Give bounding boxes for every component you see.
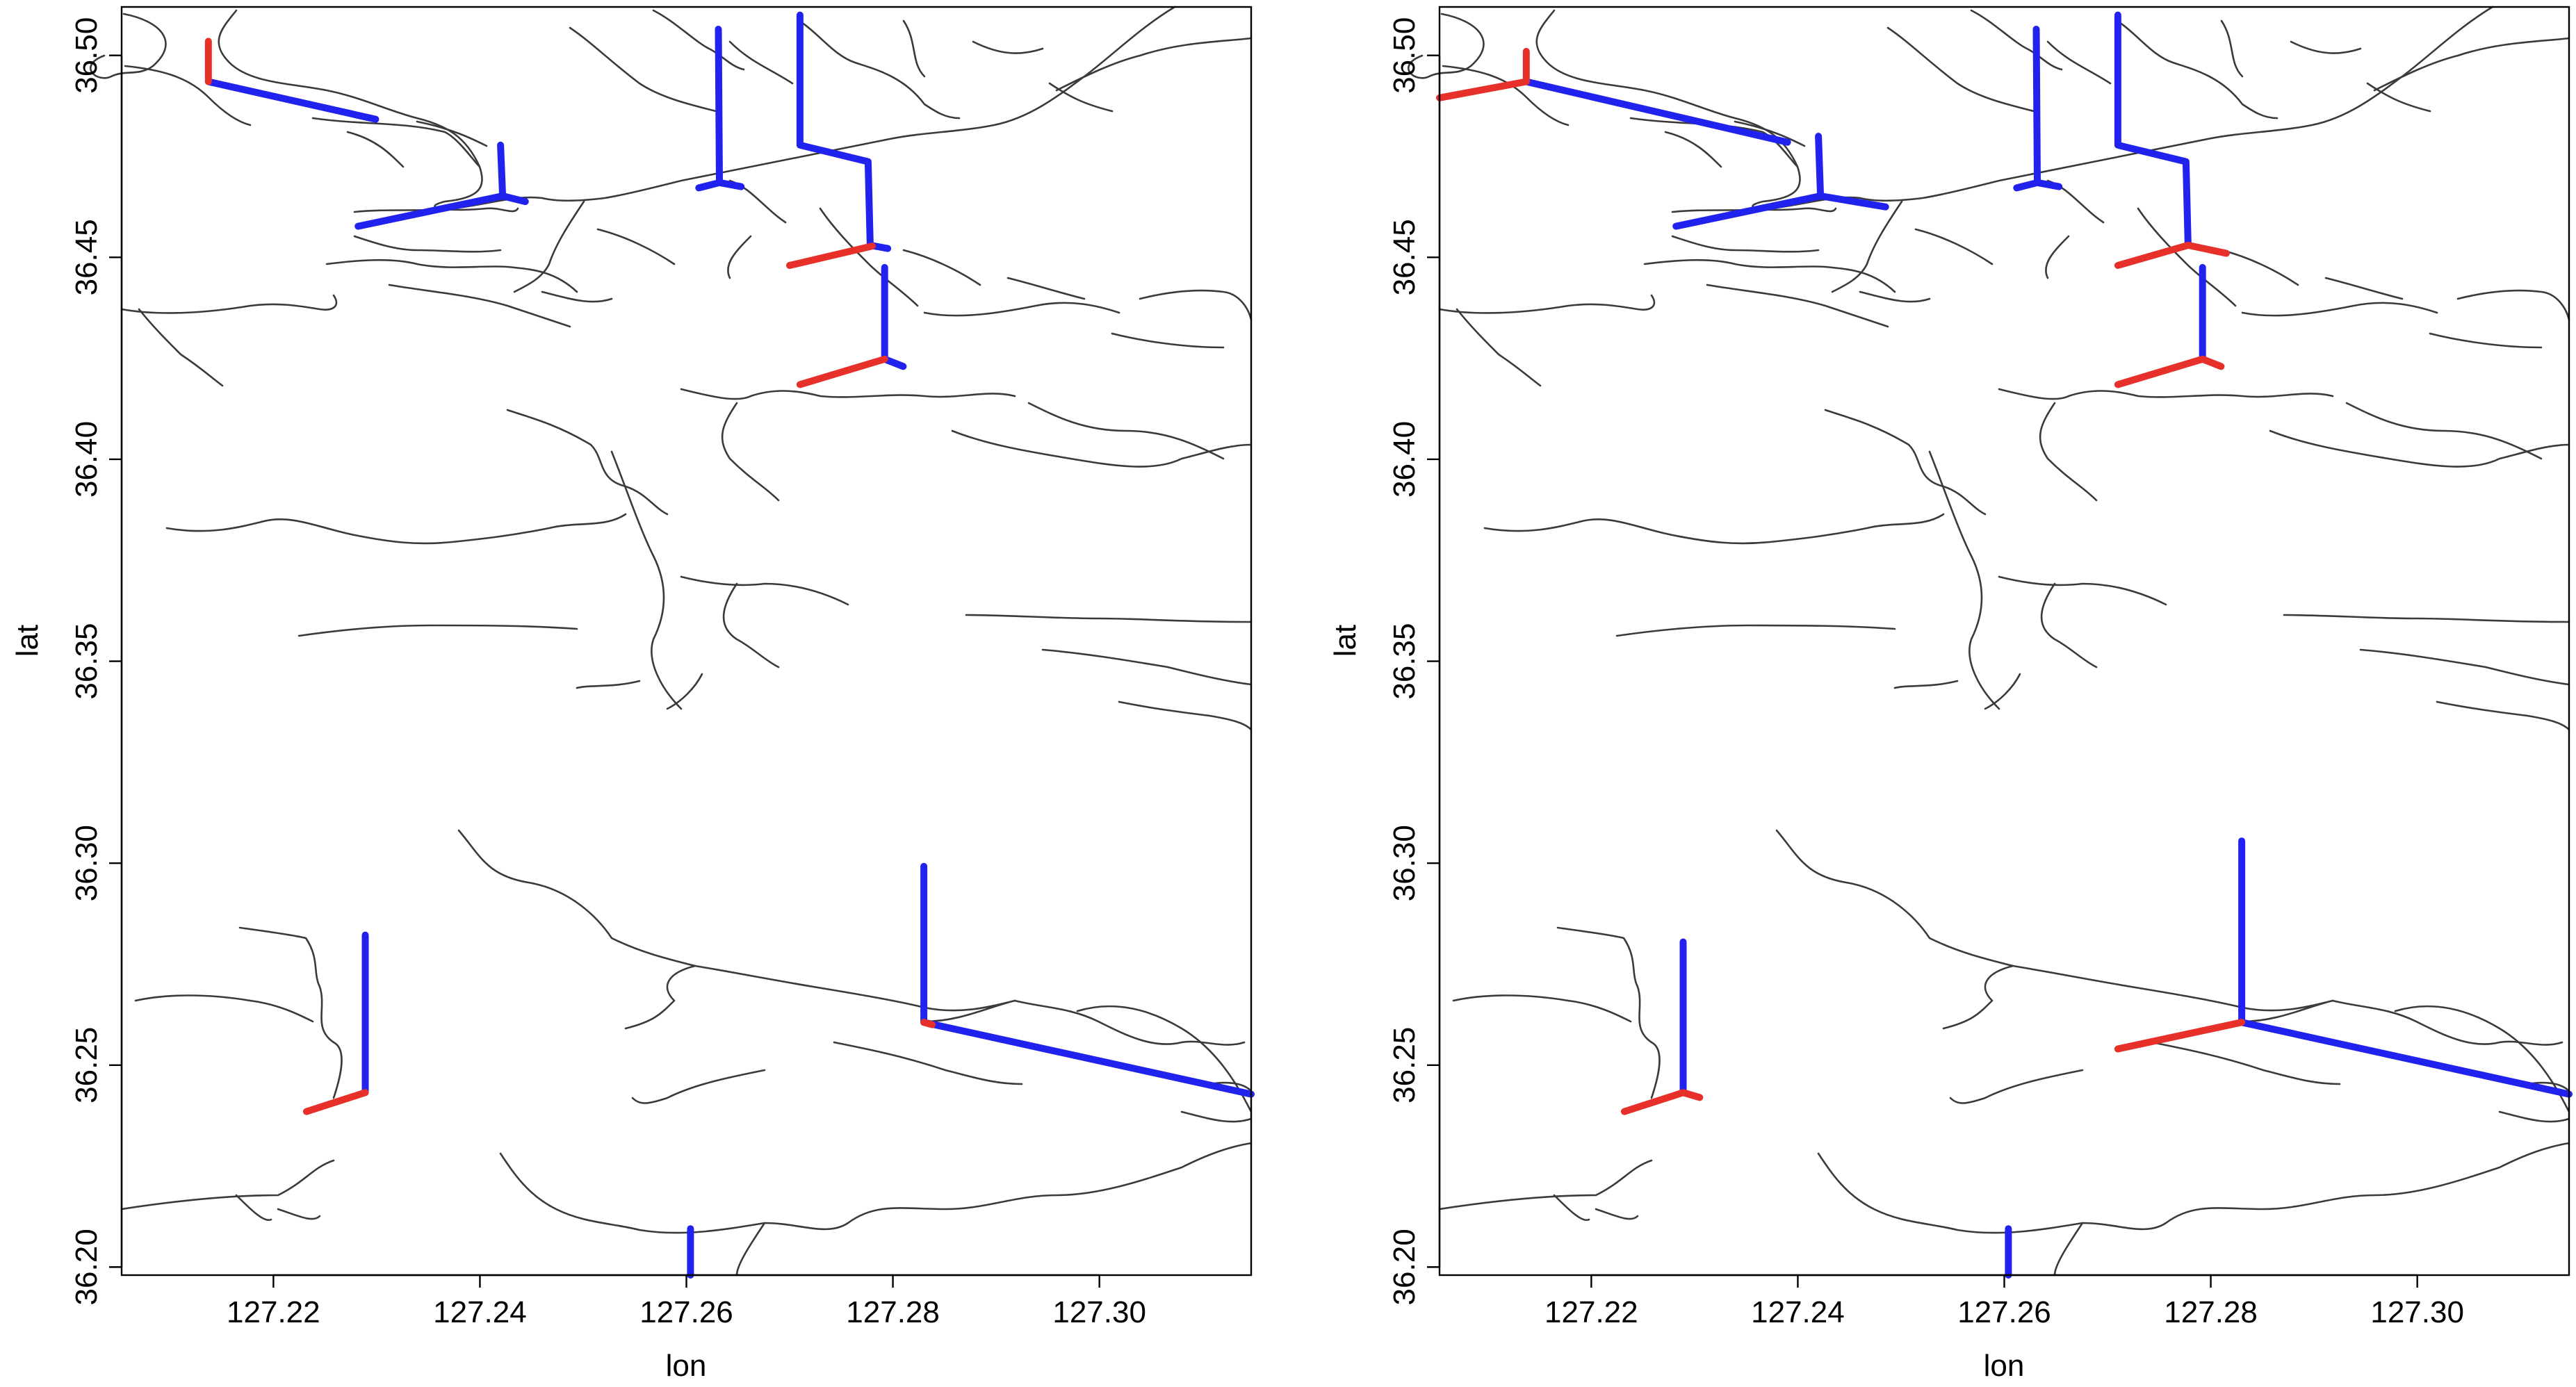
- left-x-tick-label-4: 127.30: [1052, 1295, 1146, 1329]
- river-network: [90, 6, 1253, 1277]
- left-axes: 127.22 127.24 127.26 127.28 127.30 36.20 36.25…: [70, 17, 1146, 1329]
- right-blue-segment-2: [1815, 133, 1825, 199]
- left-red-segment-2: [796, 355, 888, 388]
- right-y-tick-label-4: 36.40: [1387, 421, 1421, 498]
- right-y-tick-label-6: 36.50: [1387, 17, 1421, 94]
- right-x-axis-label: lon: [1984, 1349, 2025, 1383]
- right-y-tick-label-1: 36.25: [1387, 1027, 1421, 1103]
- right-x-tick-label-0: 127.22: [1544, 1295, 1638, 1329]
- left-blue-segment-2: [497, 141, 507, 199]
- right-red-segment-2: [2114, 355, 2225, 388]
- right-x-tick-label-4: 127.30: [2370, 1295, 2464, 1329]
- left-x-tick-label-1: 127.24: [433, 1295, 527, 1329]
- left-x-tick-label-0: 127.22: [227, 1295, 320, 1329]
- left-plot-frame: [120, 6, 1253, 1277]
- left-blue-segment-5: [796, 11, 892, 252]
- left-blue-segment-4: [695, 179, 723, 192]
- right-x-tick-label-1: 127.24: [1751, 1295, 1845, 1329]
- right-y-tick-label-0: 36.20: [1387, 1229, 1421, 1305]
- right-blue-segment-5: [2114, 11, 2192, 249]
- left-map-panel: 127.22 127.24 127.26 127.28 127.30 36.20 36.25…: [10, 6, 1255, 1383]
- left-blue-segment-6: [881, 263, 907, 370]
- right-x-tick-label-2: 127.26: [1957, 1295, 2051, 1329]
- right-blue-segment-0: [1522, 78, 1791, 146]
- left-x-axis-label: lon: [666, 1349, 707, 1383]
- right-blue-segment-3: [2032, 26, 2063, 190]
- right-y-axis-label: lat: [1328, 625, 1362, 657]
- right-blue-segment-8: [2238, 837, 2573, 1098]
- left-x-tick-label-2: 127.26: [639, 1295, 733, 1329]
- left-blue-segment-3: [715, 26, 745, 190]
- left-y-tick-label-4: 36.40: [70, 421, 104, 498]
- right-y-tick-label-3: 36.35: [1387, 623, 1421, 700]
- left-red-segment-1: [786, 243, 876, 269]
- right-blue-segment-4: [2013, 179, 2041, 192]
- river-network: [1408, 6, 2570, 1277]
- left-red-segment-3: [302, 1089, 369, 1115]
- left-y-tick-label-6: 36.50: [70, 17, 104, 94]
- right-x-tick-label-3: 127.28: [2164, 1295, 2258, 1329]
- left-red-segment-4: [920, 1019, 936, 1028]
- left-y-tick-label-0: 36.20: [70, 1229, 104, 1305]
- right-red-segment-4: [2114, 1019, 2246, 1053]
- left-y-tick-label-1: 36.25: [70, 1027, 104, 1103]
- left-y-axis-label: lat: [10, 625, 44, 657]
- right-segment-layer: [1436, 11, 2573, 1279]
- right-plot-frame: [1438, 6, 2570, 1277]
- left-x-tick-label-3: 127.28: [846, 1295, 940, 1329]
- left-segment-layer: [204, 11, 1255, 1279]
- right-red-segment-3: [1620, 1089, 1704, 1115]
- left-y-tick-label-2: 36.30: [70, 825, 104, 901]
- right-red-segment-1: [2114, 241, 2230, 269]
- right-map-panel: 127.22 127.24 127.26 127.28 127.30 36.20 36.25…: [1328, 6, 2573, 1383]
- right-y-tick-label-5: 36.45: [1387, 219, 1421, 295]
- right-red-segment-0: [1436, 47, 1530, 101]
- right-y-tick-label-2: 36.30: [1387, 825, 1421, 901]
- left-blue-segment-0: [204, 78, 380, 123]
- left-blue-segment-8: [920, 862, 1255, 1098]
- right-axes: 127.22 127.24 127.26 127.28 127.30 36.20 36.25…: [1387, 17, 2464, 1329]
- left-y-tick-label-5: 36.45: [70, 219, 104, 295]
- left-y-tick-label-3: 36.35: [70, 623, 104, 700]
